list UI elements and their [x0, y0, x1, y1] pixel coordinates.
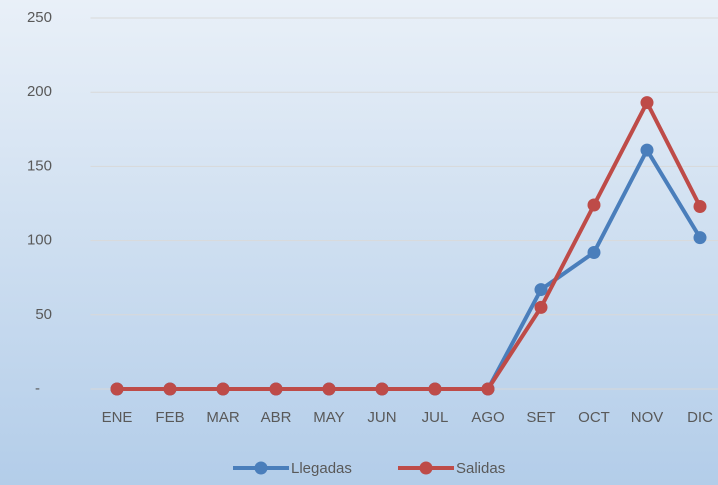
- legend-label: Salidas: [456, 460, 505, 477]
- y-tick-label: 100: [27, 232, 52, 249]
- y-tick-label: 150: [27, 157, 52, 174]
- data-point: [269, 382, 283, 396]
- data-point: [216, 382, 230, 396]
- data-point: [640, 143, 654, 157]
- data-point: [481, 382, 495, 396]
- data-point: [110, 382, 124, 396]
- data-point: [534, 283, 548, 297]
- x-tick-label: SET: [526, 409, 555, 426]
- y-tick-label: 250: [27, 9, 52, 26]
- data-point: [375, 382, 389, 396]
- x-tick-label: MAR: [206, 409, 240, 426]
- data-point: [163, 382, 177, 396]
- x-tick-label: OCT: [578, 409, 610, 426]
- data-point: [428, 382, 442, 396]
- legend-marker: [419, 461, 433, 475]
- data-point: [693, 199, 707, 213]
- data-point: [693, 231, 707, 245]
- data-point: [587, 198, 601, 212]
- x-tick-label: MAY: [313, 409, 344, 426]
- x-tick-label: ENE: [102, 409, 133, 426]
- y-tick-label: 200: [27, 83, 52, 100]
- y-tick-label: 50: [35, 306, 52, 323]
- x-tick-label: ABR: [261, 409, 292, 426]
- x-tick-label: DIC: [687, 409, 713, 426]
- y-tick-label: -: [35, 380, 40, 397]
- data-point: [587, 245, 601, 259]
- data-point: [640, 96, 654, 110]
- x-tick-label: JUL: [422, 409, 449, 426]
- data-point: [534, 300, 548, 314]
- legend-label: Llegadas: [291, 460, 352, 477]
- data-point: [322, 382, 336, 396]
- x-tick-label: NOV: [631, 409, 664, 426]
- legend-marker: [254, 461, 268, 475]
- x-tick-label: AGO: [471, 409, 504, 426]
- x-tick-label: FEB: [155, 409, 184, 426]
- x-tick-label: JUN: [367, 409, 396, 426]
- series-line: [117, 100, 702, 391]
